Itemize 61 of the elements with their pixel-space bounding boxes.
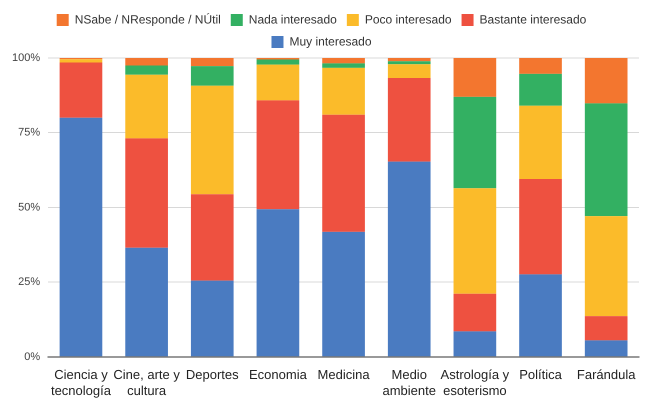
bar (125, 138, 168, 248)
x-tick-label: Ciencia y tecnología (50, 367, 112, 398)
x-tick-label: Deportes (186, 367, 240, 382)
x-tick-label: Astrología y esoterismo (440, 367, 510, 398)
y-tick-label: 50% (18, 201, 40, 214)
y-tick-label: 25% (18, 276, 40, 288)
bar (388, 64, 431, 78)
bar (454, 96, 496, 188)
legend-label: Muy interesado (289, 34, 372, 48)
bar (519, 274, 562, 356)
bar (584, 316, 628, 340)
bar (60, 118, 102, 356)
bar (584, 216, 628, 316)
x-tick-label: Cine, arte y cultura (113, 367, 180, 398)
bar (322, 114, 365, 232)
bar (125, 65, 168, 75)
bar (388, 162, 431, 356)
bar (322, 68, 365, 115)
bar (388, 58, 431, 62)
bar (256, 209, 300, 356)
x-tick-label: Farándula (576, 367, 636, 382)
bar (454, 331, 496, 356)
bar (519, 179, 562, 274)
bar (125, 58, 168, 66)
legend-label: Nada interesado (248, 12, 338, 26)
legend-label: NSabe / NResponde / NÚtil (74, 12, 221, 26)
bar (388, 78, 431, 162)
bar (256, 100, 300, 210)
bar (519, 58, 562, 74)
y-tick-label: 100% (12, 52, 40, 64)
bar (454, 58, 496, 97)
y-tick-label: 75% (18, 126, 40, 139)
bar (256, 59, 300, 65)
bar (454, 294, 496, 332)
bar (125, 248, 168, 356)
bar (125, 74, 168, 138)
bar (60, 62, 102, 118)
bar (190, 280, 234, 356)
bar (256, 64, 300, 100)
x-tick-label: Medicina (318, 367, 370, 382)
bar (584, 58, 628, 104)
bar (454, 188, 496, 294)
bar (190, 86, 234, 194)
bar (190, 66, 234, 86)
bar (388, 61, 431, 64)
bar (190, 194, 234, 281)
bar (322, 63, 365, 68)
bar (322, 232, 365, 356)
bar (584, 340, 628, 356)
bar (519, 74, 562, 106)
legend-label: Bastante interesado (480, 12, 587, 26)
bar (190, 58, 234, 66)
bar (519, 106, 562, 180)
bar (322, 58, 365, 64)
y-tick-label: 0% (24, 350, 40, 363)
bar (60, 59, 102, 62)
x-tick-label: Medio ambiente (382, 367, 436, 398)
x-tick-label: Economia (249, 367, 308, 382)
x-tick-label: Política (519, 367, 563, 382)
bar (584, 103, 628, 216)
legend-label: Poco interesado (364, 12, 452, 26)
